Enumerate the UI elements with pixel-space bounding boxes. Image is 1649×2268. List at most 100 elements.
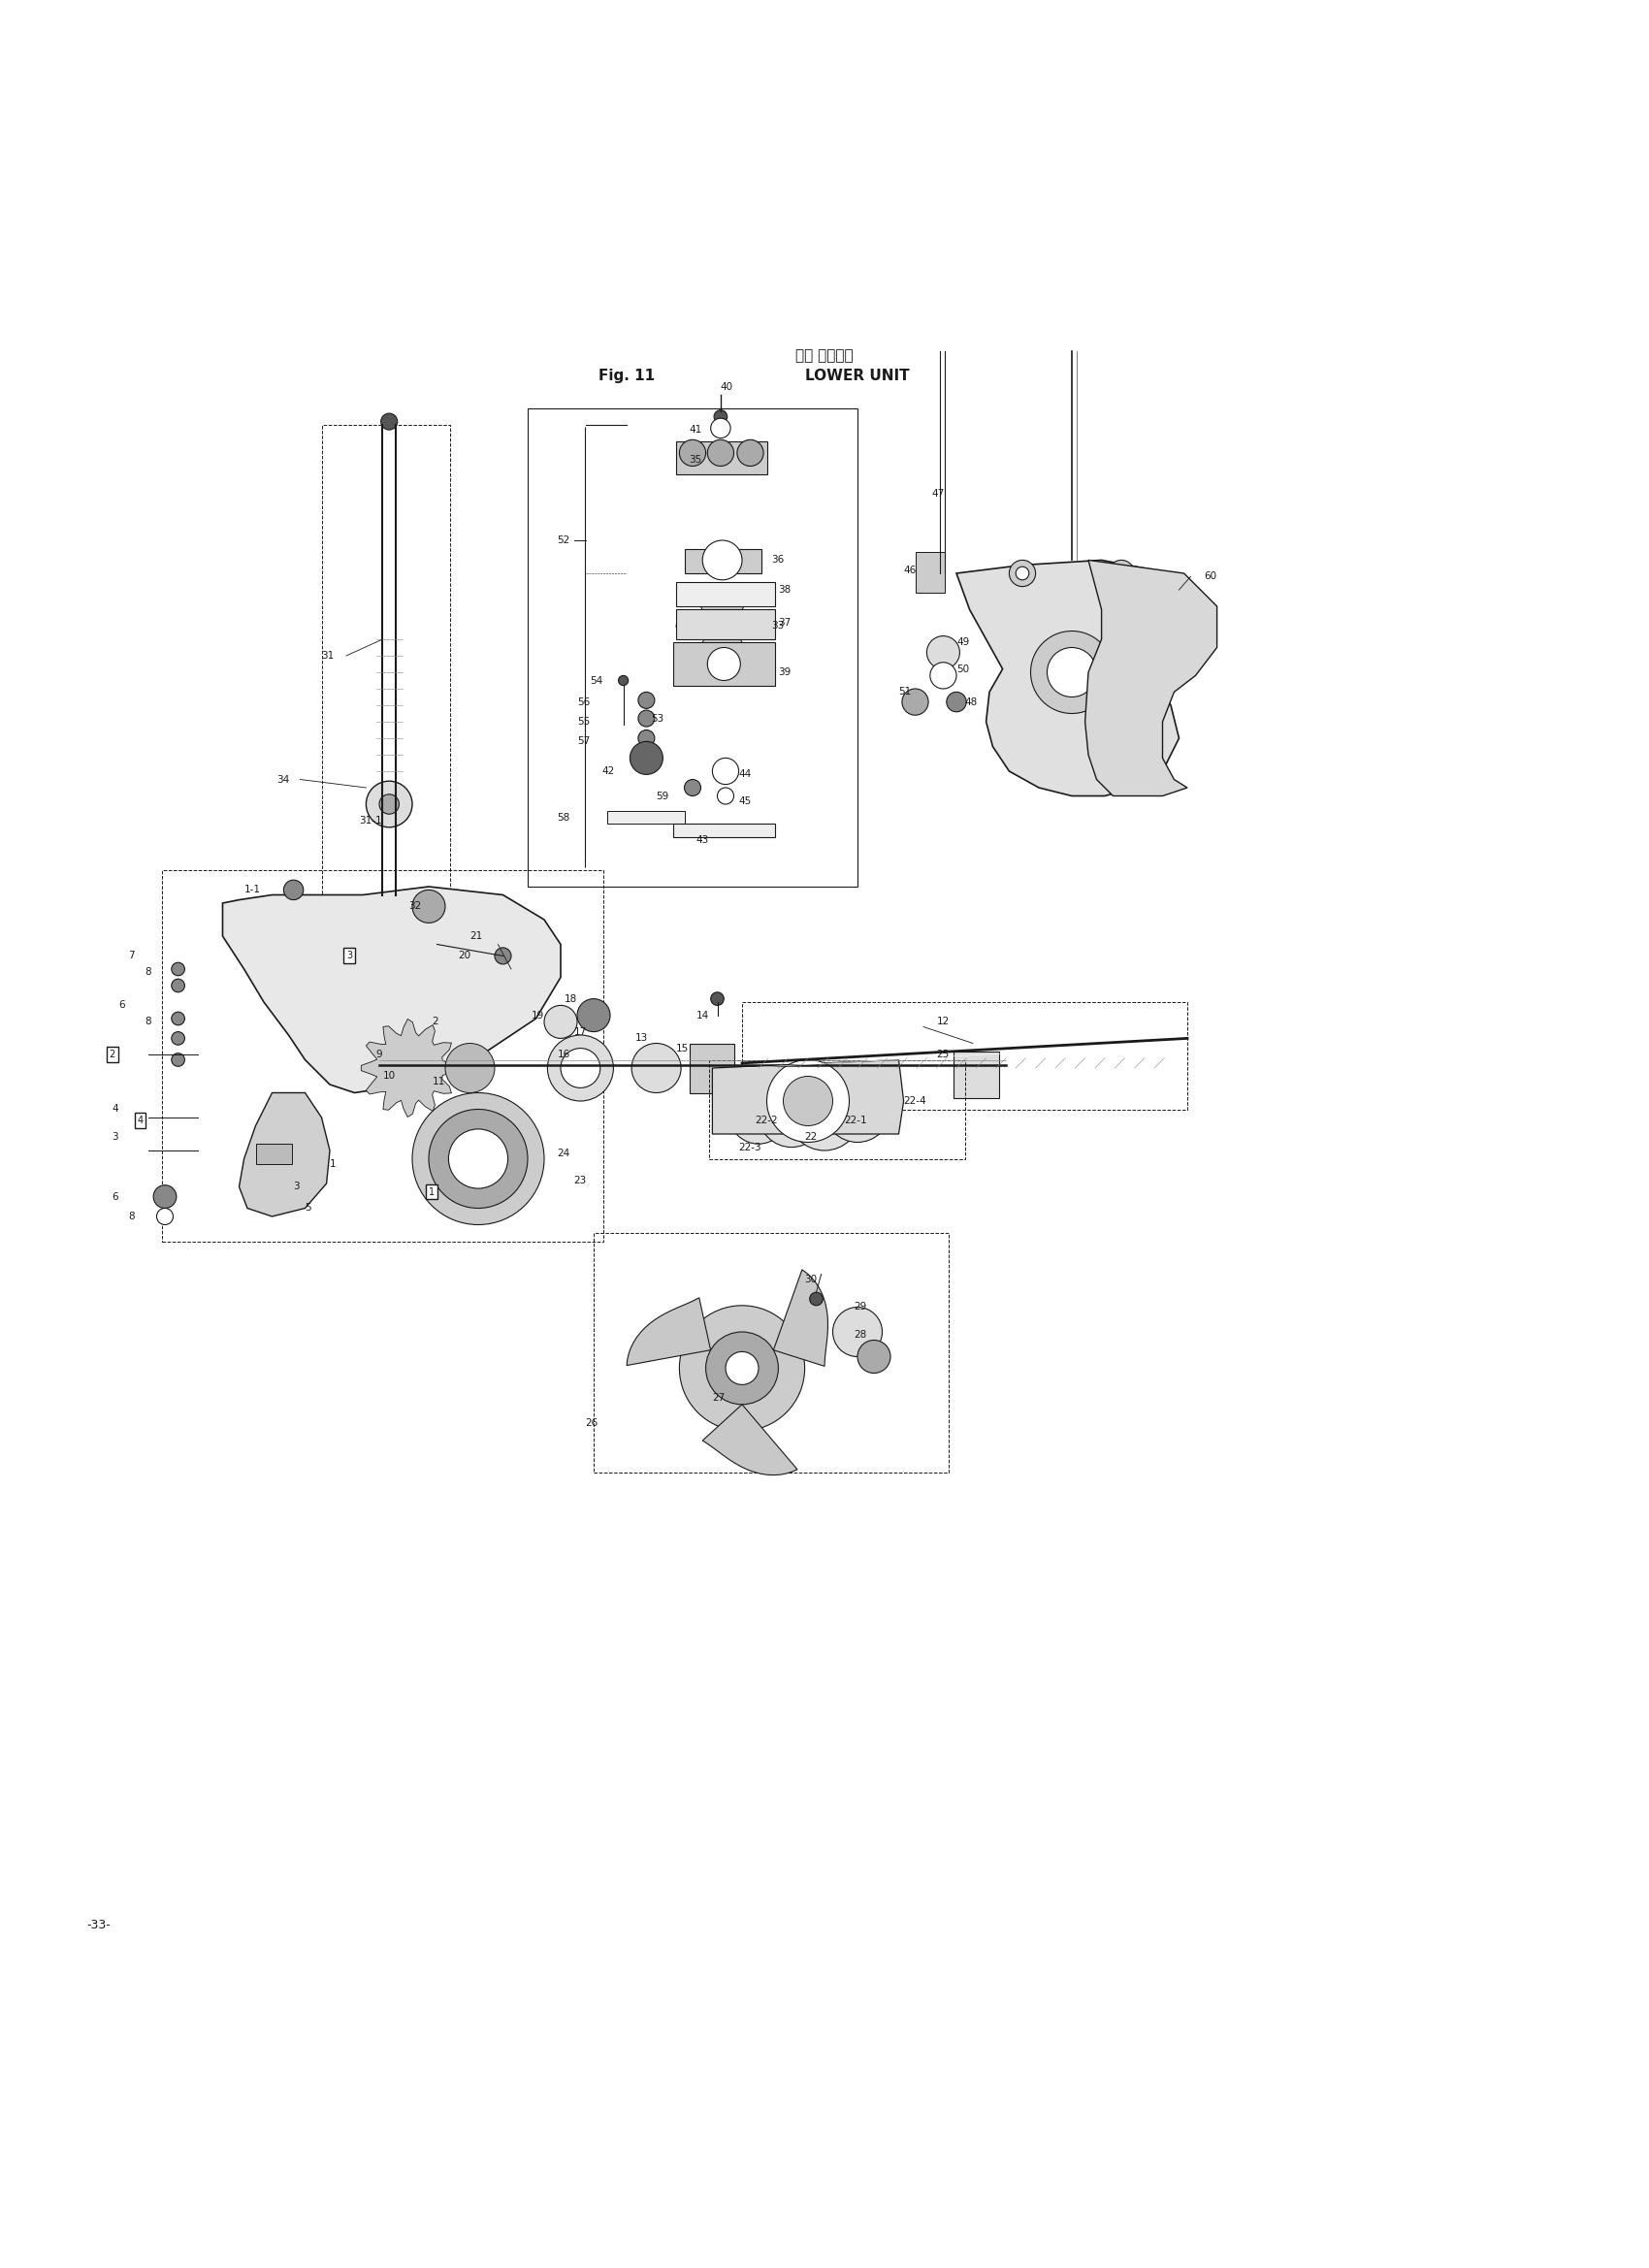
Circle shape — [544, 1005, 577, 1039]
Circle shape — [930, 662, 956, 689]
Circle shape — [1016, 567, 1029, 581]
Text: 23: 23 — [574, 1175, 587, 1184]
Text: 24: 24 — [557, 1150, 571, 1159]
Bar — [676, 581, 775, 606]
Circle shape — [717, 787, 734, 805]
Text: 7: 7 — [129, 950, 135, 962]
Polygon shape — [676, 585, 768, 667]
Text: 30: 30 — [805, 1275, 818, 1284]
Text: 19: 19 — [531, 1012, 544, 1021]
Text: 49: 49 — [956, 637, 970, 646]
Circle shape — [706, 1331, 778, 1404]
Bar — [676, 610, 775, 640]
Circle shape — [947, 692, 966, 712]
Circle shape — [171, 1032, 185, 1046]
Circle shape — [902, 689, 928, 714]
Text: 41: 41 — [689, 424, 702, 435]
Text: 21: 21 — [470, 932, 483, 941]
Circle shape — [726, 1352, 759, 1386]
Bar — [162, 871, 604, 1241]
Text: 8: 8 — [129, 1211, 135, 1220]
Circle shape — [1047, 649, 1097, 696]
Polygon shape — [684, 549, 762, 574]
Circle shape — [449, 1129, 508, 1188]
Circle shape — [711, 991, 724, 1005]
Text: 3: 3 — [294, 1182, 300, 1191]
Text: 4: 4 — [137, 1116, 143, 1125]
Text: 51: 51 — [899, 687, 912, 696]
Circle shape — [707, 649, 740, 680]
Circle shape — [171, 1052, 185, 1066]
Circle shape — [729, 1084, 788, 1143]
Circle shape — [714, 411, 727, 424]
Circle shape — [679, 440, 706, 467]
Text: 58: 58 — [557, 812, 571, 823]
Circle shape — [618, 676, 628, 685]
Text: 2: 2 — [109, 1050, 115, 1059]
Bar — [915, 551, 945, 594]
Polygon shape — [689, 1043, 734, 1093]
Bar — [594, 1234, 948, 1472]
Text: 9: 9 — [376, 1050, 383, 1059]
Bar — [673, 823, 775, 837]
Polygon shape — [712, 1059, 904, 1134]
Text: 56: 56 — [577, 696, 590, 708]
Text: 60: 60 — [1204, 572, 1217, 581]
Circle shape — [857, 1340, 890, 1372]
Text: 31: 31 — [322, 651, 335, 660]
Circle shape — [561, 1048, 600, 1089]
Circle shape — [759, 1082, 824, 1148]
Bar — [322, 424, 450, 903]
Text: 59: 59 — [656, 792, 669, 801]
Bar — [709, 1059, 965, 1159]
Circle shape — [1115, 567, 1128, 581]
Circle shape — [1009, 560, 1036, 587]
Circle shape — [810, 1293, 823, 1306]
Circle shape — [712, 758, 739, 785]
Circle shape — [638, 710, 655, 726]
Circle shape — [366, 780, 412, 828]
Text: 22-1: 22-1 — [844, 1116, 867, 1125]
Circle shape — [824, 1077, 890, 1143]
Text: 29: 29 — [854, 1302, 867, 1311]
Text: 43: 43 — [696, 835, 709, 846]
Circle shape — [429, 1109, 528, 1209]
Text: 3: 3 — [346, 950, 353, 962]
Text: -33-: -33- — [87, 1919, 110, 1932]
Text: 28: 28 — [854, 1331, 867, 1340]
Text: 2: 2 — [432, 1016, 439, 1027]
Text: 1-1: 1-1 — [244, 885, 261, 896]
Text: 26: 26 — [585, 1418, 599, 1427]
Text: 48: 48 — [965, 696, 978, 708]
Circle shape — [630, 742, 663, 773]
Text: LOWER UNIT: LOWER UNIT — [805, 367, 910, 383]
Circle shape — [702, 540, 742, 581]
Text: 1: 1 — [429, 1186, 435, 1198]
Circle shape — [547, 1034, 613, 1100]
Text: 6: 6 — [119, 1000, 125, 1009]
Text: 47: 47 — [932, 490, 945, 499]
Circle shape — [679, 1306, 805, 1431]
Circle shape — [157, 1209, 173, 1225]
Text: 18: 18 — [564, 993, 577, 1005]
Circle shape — [284, 880, 303, 900]
Text: 50: 50 — [956, 665, 970, 674]
Circle shape — [495, 948, 511, 964]
Circle shape — [711, 417, 731, 438]
Polygon shape — [607, 810, 684, 823]
Text: 1: 1 — [330, 1159, 336, 1168]
Text: 46: 46 — [904, 565, 917, 574]
Polygon shape — [1085, 560, 1217, 796]
Text: 8: 8 — [145, 1016, 152, 1027]
Text: 13: 13 — [635, 1034, 648, 1043]
Text: 36: 36 — [772, 556, 785, 565]
Text: 22-3: 22-3 — [739, 1143, 762, 1152]
Polygon shape — [676, 442, 767, 474]
Circle shape — [1031, 631, 1113, 714]
Circle shape — [381, 413, 397, 431]
Polygon shape — [702, 1404, 798, 1474]
Text: 20: 20 — [458, 950, 472, 962]
Circle shape — [833, 1306, 882, 1356]
Polygon shape — [361, 1018, 458, 1118]
Circle shape — [788, 1077, 861, 1150]
